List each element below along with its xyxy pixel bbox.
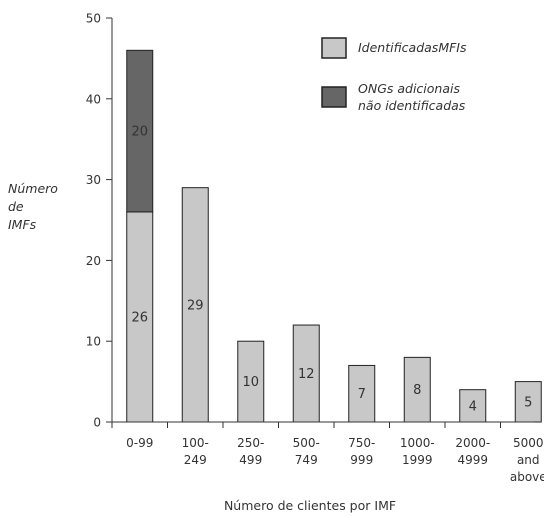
y-axis: 0 10 20 30 40 50 [86, 12, 113, 430]
bar-identified [292, 324, 320, 423]
legend-swatch-unidentified [321, 86, 347, 108]
x-tick-label-line: 249 [184, 453, 207, 467]
x-tick-label-line: 100- [182, 436, 209, 450]
bar-identified [237, 340, 265, 423]
x-tick-label: 250- 499 [237, 436, 264, 467]
bar-value-label: 20 [131, 125, 148, 140]
bar-value-label: 8 [413, 383, 421, 398]
x-tick-label-line: 750- [348, 436, 375, 450]
x-tick-label: 0-99 [126, 436, 153, 450]
x-tick-label-line: 500- [293, 436, 320, 450]
x-tick-label: 750- 999 [348, 436, 375, 467]
bar-value-label: 10 [242, 375, 259, 390]
x-tick-label-line: 2000- [455, 436, 490, 450]
x-tick-label-line: and [517, 453, 540, 467]
bar-value-label: 29 [187, 298, 204, 313]
x-tick-label: 2000- 4999 [455, 436, 490, 467]
y-tick-label: 10 [86, 335, 101, 349]
y-tick-label: 50 [86, 12, 101, 26]
legend-label: IdentificadasMFIs [358, 40, 467, 55]
y-axis-title-line: IMFs [8, 217, 37, 232]
y-tick-label: 0 [93, 416, 101, 430]
legend-label-line: ONGs adicionais [358, 81, 460, 96]
x-tick-label-line: 1999 [402, 453, 433, 467]
bar-identified [514, 381, 542, 423]
x-tick-label-line: 999 [350, 453, 373, 467]
legend: IdentificadasMFIs ONGs adicionais não iden… [321, 37, 467, 113]
bar-unidentified [126, 49, 154, 213]
x-axis: 0-99 100- 249 250- 499 500- 749 750- 999 1000- 199… [111, 421, 544, 484]
legend-label-line: não identificadas [358, 98, 466, 113]
x-tick-label-line: above [510, 470, 544, 484]
x-tick-label: 5000 and above [510, 436, 544, 484]
y-tick-label: 30 [86, 173, 101, 187]
y-axis-title-text: Número de IMFs [8, 181, 58, 232]
x-tick-label: 1000- 1999 [400, 436, 435, 467]
bar-value-label: 4 [469, 399, 477, 414]
y-tick-label: 40 [86, 92, 101, 106]
bar-value-label: 5 [524, 395, 532, 410]
legend-label: ONGs adicionais não identificadas [358, 81, 466, 113]
x-tick-label-line: 1000- [400, 436, 435, 450]
x-tick-label-line: 0-99 [126, 436, 153, 450]
x-tick-label-line: 4999 [457, 453, 488, 467]
x-tick-label: 500- 749 [293, 436, 320, 467]
x-axis-title: Número de clientes por IMF [224, 498, 396, 513]
y-tick-label: 20 [86, 254, 101, 268]
bar-value-label: 26 [131, 310, 148, 325]
y-axis-title-line: Número [8, 181, 58, 196]
x-tick-label-line: 499 [239, 453, 262, 467]
bar-value-label: 7 [358, 387, 366, 402]
x-tick-label-line: 749 [295, 453, 318, 467]
x-tick-label: 100- 249 [182, 436, 209, 467]
bar-identified [181, 187, 209, 423]
x-tick-label-line: 250- [237, 436, 264, 450]
bar-value-label: 12 [298, 367, 315, 382]
legend-label-line: IdentificadasMFIs [358, 40, 467, 55]
legend-swatch-identified [321, 37, 347, 59]
x-tick-label-line: 5000 [513, 436, 544, 450]
y-axis-title-line: de [8, 199, 24, 214]
y-axis-title: Número de IMFs [8, 181, 58, 232]
bar-identified [348, 364, 376, 423]
